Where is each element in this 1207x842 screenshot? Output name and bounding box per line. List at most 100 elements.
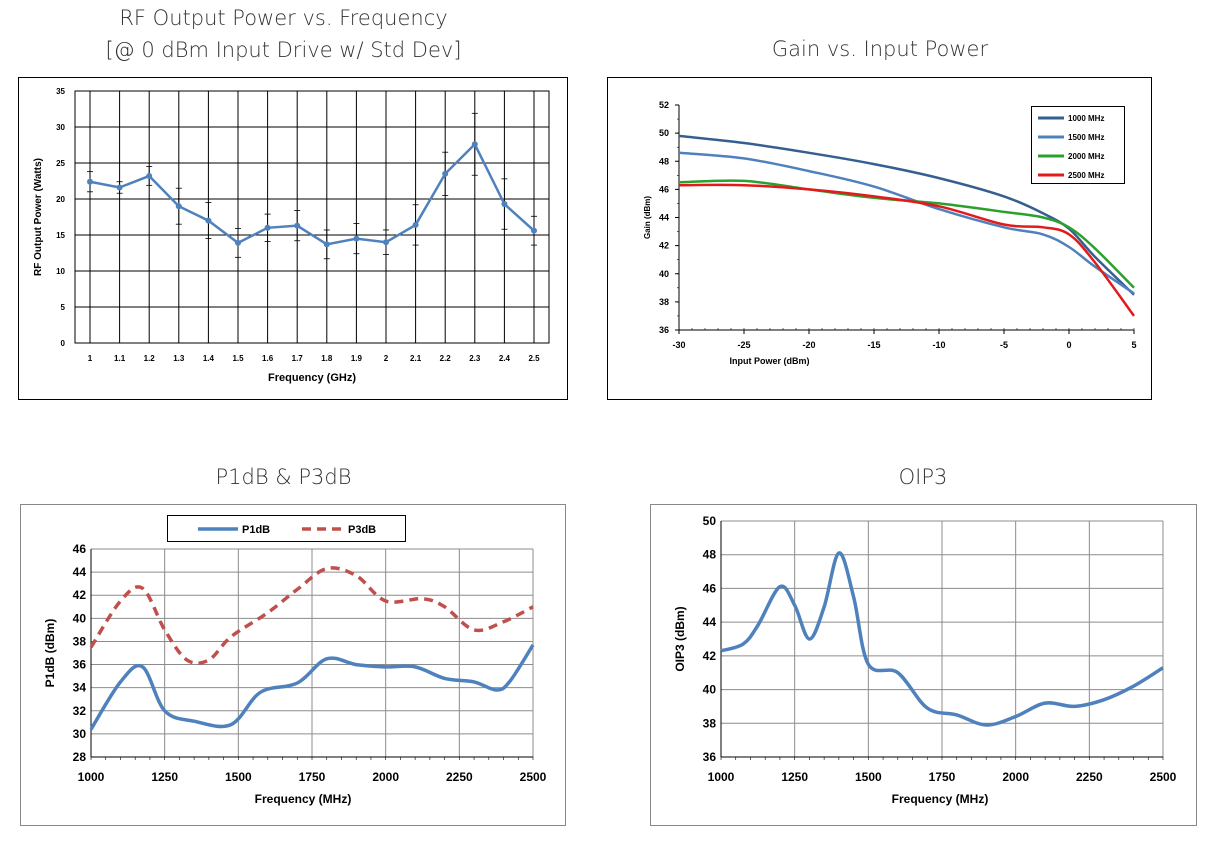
chart1-xtick-label: 1.9: [351, 354, 363, 363]
chart4-ytick-label: 40: [703, 683, 717, 697]
chart1-ytick-label: 10: [56, 267, 65, 276]
chart4-xtick-label: 2000: [1002, 770, 1029, 784]
chart1-point: [442, 170, 449, 177]
chart3-title: P1dB & P3dB: [215, 465, 352, 489]
chart1-ytick-label: 25: [56, 159, 65, 168]
chart4-ytick-label: 46: [703, 581, 717, 595]
chart1-ytick-label: 20: [56, 195, 65, 204]
chart3-xtick-label: 1750: [299, 770, 326, 784]
chart4-title: OIP3: [898, 465, 948, 489]
chart4-ylabel: OIP3 (dBm): [673, 606, 687, 671]
chart2-xtick-label: -5: [1000, 340, 1008, 350]
chart1-xtick-label: 2: [384, 354, 389, 363]
chart3-ytick-label: 36: [73, 658, 87, 672]
chart1-xlabel: Frequency (GHz): [268, 372, 356, 384]
chart2-ytick-label: 36: [659, 325, 669, 335]
chart3-series-line: [89, 643, 535, 731]
chart1-xtick-label: 1.2: [144, 354, 156, 363]
chart2-ytick-label: 40: [659, 269, 669, 279]
chart2-series-line: [678, 183, 1136, 317]
chart2-ytick-label: 48: [659, 156, 669, 166]
chart2-legend-label: 1000 MHz: [1068, 114, 1104, 123]
chart3-xtick-label: 1250: [151, 770, 178, 784]
chart2-xtick-label: -20: [802, 340, 815, 350]
chart3-legend-label: P1dB: [242, 524, 270, 536]
chart1-xtick-label: 1.5: [232, 354, 244, 363]
chart4-xtick-label: 2500: [1150, 770, 1177, 784]
chart4-xtick-label: 1750: [929, 770, 956, 784]
chart4-ytick-label: 36: [703, 750, 717, 764]
chart2-xtick-label: 0: [1066, 340, 1071, 350]
chart3-ytick-label: 38: [73, 634, 87, 648]
chart2-ytick-label: 42: [659, 241, 669, 251]
chart3-ytick-label: 40: [73, 611, 87, 625]
chart3-ytick-label: 44: [73, 565, 87, 579]
chart2-ytick-label: 52: [659, 100, 669, 110]
chart2-series-line: [678, 179, 1135, 289]
chart1-ytick-label: 0: [61, 339, 66, 348]
chart1-xtick-label: 1: [88, 354, 93, 363]
chart1-xtick-label: 1.1: [114, 354, 126, 363]
chart1-point: [205, 217, 212, 224]
chart3-xlabel: Frequency (MHz): [255, 792, 352, 806]
chart1-series-line: [89, 142, 535, 246]
chart1-point: [383, 239, 389, 246]
chart2-ylabel: Gain (dBm): [643, 196, 652, 239]
chart3-xtick-label: 2500: [520, 770, 547, 784]
chart1-xtick-label: 1.4: [203, 354, 215, 363]
chart1-point: [412, 221, 419, 228]
chart2-legend-label: 2000 MHz: [1068, 152, 1104, 161]
chart4-ytick-label: 48: [703, 548, 717, 562]
chart4-xtick-label: 1500: [855, 770, 882, 784]
chart2-series-line: [678, 151, 1135, 295]
chart1-point: [175, 203, 182, 210]
chart2-ytick-label: 46: [659, 184, 669, 194]
chart1-point: [235, 239, 241, 246]
chart2-xtick-label: 5: [1131, 340, 1136, 350]
chart1-point: [87, 178, 93, 185]
chart3-xtick-label: 2000: [372, 770, 399, 784]
chart1-xtick-label: 2.3: [469, 354, 481, 363]
chart1-title: RF Output Power vs. Frequency: [119, 6, 448, 30]
chart1-point: [531, 227, 537, 234]
chart1-plot-border: [74, 90, 550, 344]
chart1-point: [294, 222, 301, 229]
chart4-ytick-label: 38: [703, 716, 717, 730]
chart1-point: [116, 184, 123, 191]
chart2-xtick-label: -25: [737, 340, 750, 350]
chart2-ytick-label: 44: [659, 213, 669, 223]
chart3-legend-label: P3dB: [348, 524, 376, 536]
chart3-ytick-label: 34: [73, 681, 87, 695]
chart3-xtick-label: 2250: [446, 770, 473, 784]
chart1-xtick-label: 2.2: [440, 354, 452, 363]
chart3-ytick-label: 42: [73, 588, 87, 602]
chart2-title: Gain vs. Input Power: [771, 37, 989, 61]
chart1-frame: [18, 77, 568, 400]
chart2-series-line: [678, 134, 1135, 296]
chart1-point: [146, 172, 153, 179]
chart3-xtick-label: 1500: [225, 770, 252, 784]
chart1-point: [323, 241, 330, 248]
chart4-xlabel: Frequency (MHz): [892, 792, 989, 806]
chart4-frame: [650, 504, 1197, 826]
chart3-ytick-label: 28: [73, 750, 87, 764]
chart1-ytick-label: 5: [61, 303, 66, 312]
chart1-point: [353, 235, 360, 242]
chart2-xtick-label: -15: [867, 340, 880, 350]
chart3-ylabel: P1dB (dBm): [43, 619, 57, 688]
chart1-xtick-label: 1.7: [292, 354, 304, 363]
chart1-point: [264, 224, 271, 231]
chart1-point: [471, 141, 478, 148]
chart2-ytick-label: 38: [659, 297, 669, 307]
chart1-xtick-label: 2.4: [499, 354, 511, 363]
chart1-ytick-label: 30: [56, 123, 65, 132]
chart1-subtitle: [@ 0 dBm Input Drive w/ Std Dev]: [105, 38, 462, 62]
chart1-xtick-label: 2.5: [528, 354, 540, 363]
chart3-ytick-label: 32: [73, 704, 87, 718]
chart2-legend-label: 2500 MHz: [1068, 171, 1104, 180]
chart1-xtick-label: 1.8: [321, 354, 333, 363]
chart2-xtick-label: -10: [932, 340, 945, 350]
chart1-ytick-label: 15: [56, 231, 65, 240]
chart1-xtick-label: 1.3: [173, 354, 185, 363]
